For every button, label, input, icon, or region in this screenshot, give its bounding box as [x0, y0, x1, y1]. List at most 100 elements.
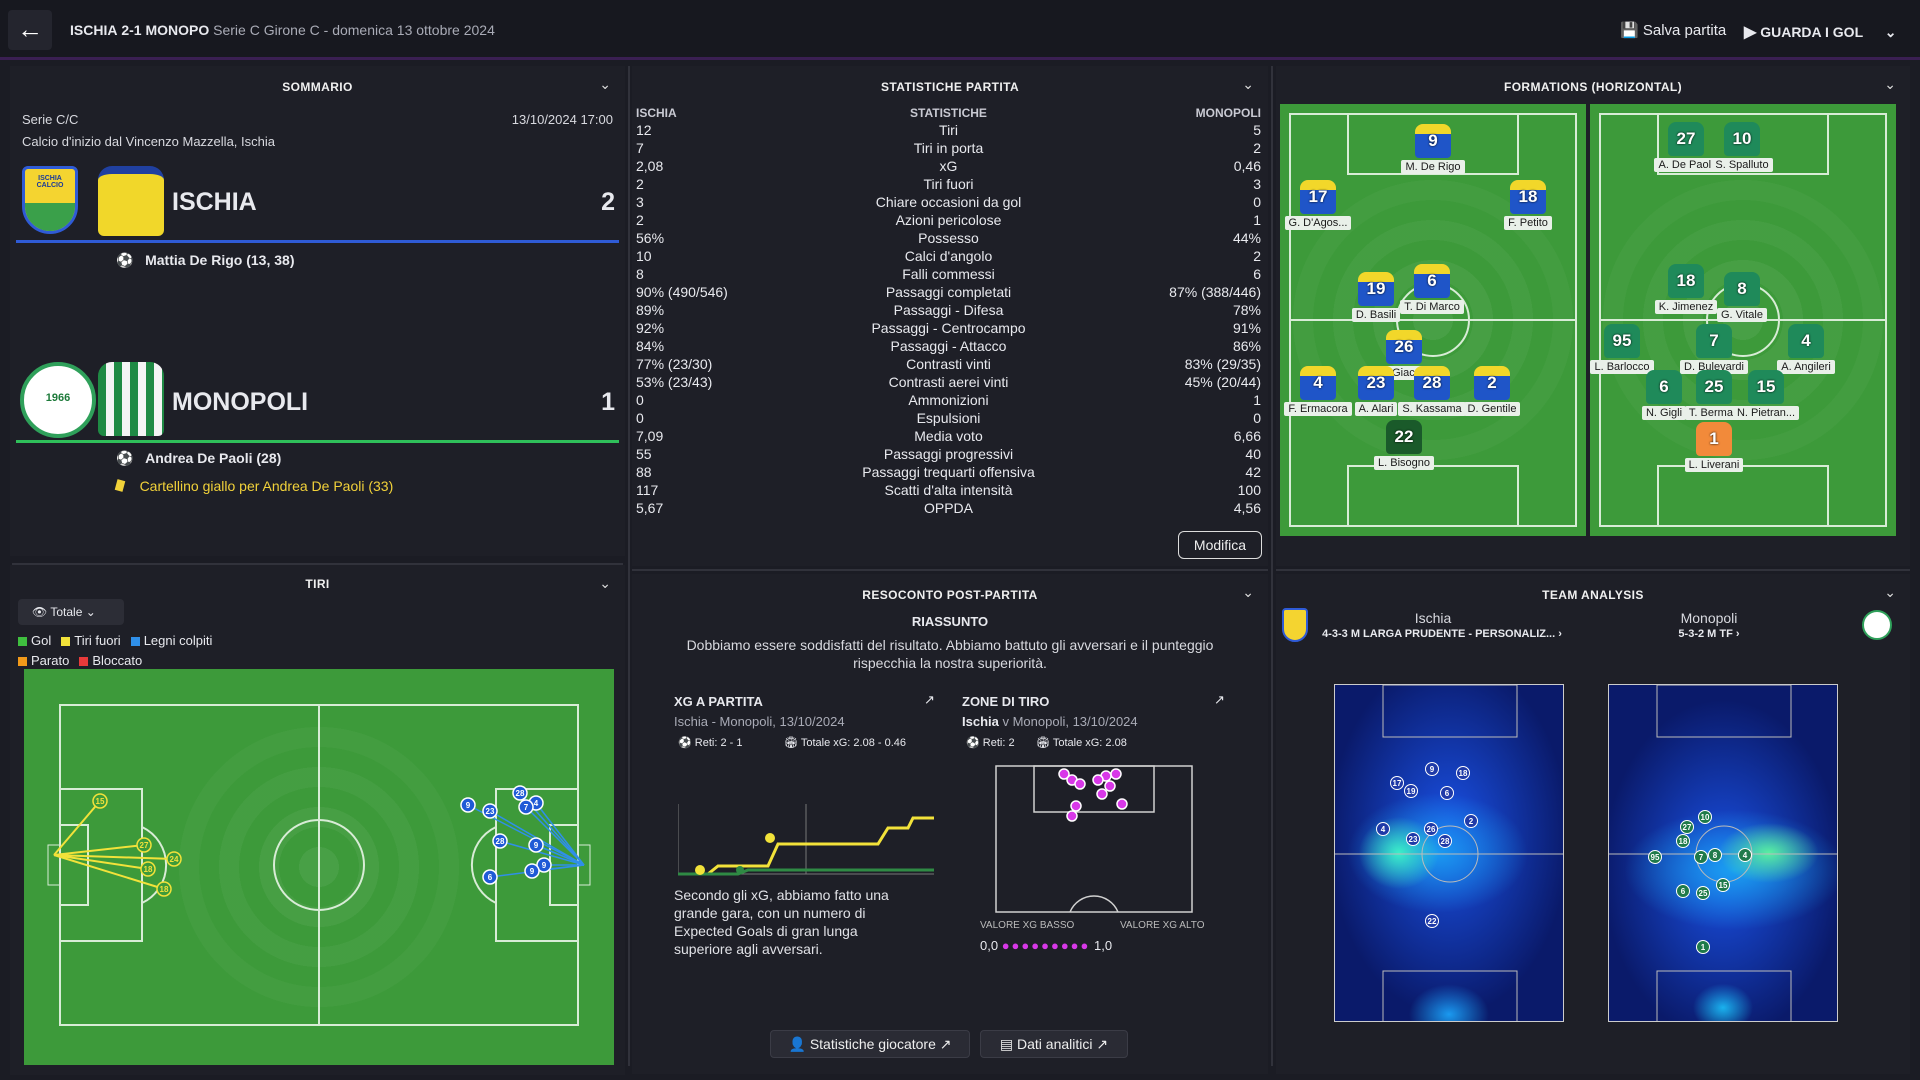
- goal-ball-icon: ⚽: [116, 450, 134, 466]
- player-stats-label: Statistiche giocatore: [809, 1036, 936, 1052]
- shirt-number: 10: [1732, 129, 1752, 148]
- shot-marker[interactable]: [92, 793, 108, 809]
- stat-home-value: 2: [636, 176, 644, 192]
- xg-chart-title: XG A PARTITA: [674, 694, 763, 709]
- away-scorer: Andrea De Paoli (28): [145, 450, 282, 466]
- shot-marker[interactable]: [482, 869, 498, 885]
- stat-label: xG: [939, 158, 958, 174]
- xg-goals: ⚽ Reti: 2 - 1: [678, 736, 742, 749]
- formation-player[interactable]: 18 K. Jimenez: [1631, 264, 1741, 314]
- formation-player[interactable]: 6 T. Di Marco: [1377, 264, 1487, 314]
- formation-player[interactable]: 15 N. Pietran...: [1711, 370, 1821, 420]
- shirt-number: 6: [1659, 377, 1669, 396]
- formation-player[interactable]: 4 A. Angileri: [1751, 324, 1861, 374]
- expand-icon[interactable]: ↗: [1214, 692, 1225, 707]
- back-arrow-icon[interactable]: ←: [8, 10, 52, 50]
- stat-away-value: 1: [1253, 392, 1261, 408]
- expand-icon[interactable]: ↗: [924, 692, 935, 707]
- analytics-button[interactable]: ▤ Dati analitici ↗: [980, 1030, 1128, 1058]
- chevron-down-icon[interactable]: ⌄: [1884, 24, 1897, 40]
- shot-marker[interactable]: [140, 861, 156, 877]
- formation-player[interactable]: 9 M. De Rigo: [1378, 124, 1488, 174]
- chevron-down-icon[interactable]: ⌄: [1242, 76, 1254, 92]
- formation-player[interactable]: 8 G. Vitale: [1687, 272, 1797, 322]
- stat-row: 90% (490/546) Passaggi completati 87% (388…: [636, 284, 1261, 302]
- formation-player[interactable]: 4 F. Ermacora: [1263, 366, 1373, 416]
- formation-player[interactable]: 95 L. Barlocco: [1567, 324, 1677, 374]
- shirt-number: 19: [1366, 279, 1386, 298]
- formation-player[interactable]: 19 D. Basili: [1321, 272, 1431, 322]
- shot-marker[interactable]: [156, 881, 172, 897]
- save-match-button[interactable]: 💾 Salva partita: [1620, 21, 1726, 39]
- player-name: T. Berman: [1684, 406, 1744, 420]
- stat-home-value: 0: [636, 410, 644, 426]
- save-icon: 💾: [1620, 22, 1639, 39]
- formation-player[interactable]: 7 D. Bulevardi: [1659, 324, 1769, 374]
- formation-player[interactable]: 22 L. Bisogno: [1349, 420, 1459, 470]
- xg-description: Secondo gli xG, abbiamo fatto una grande…: [674, 887, 889, 957]
- home-formation-link[interactable]: 4-3-3 M LARGA PRUDENTE - PERSONALIZ... ›: [1322, 628, 1562, 640]
- shot-marker[interactable]: [482, 803, 498, 819]
- player-name: A. Angileri: [1777, 360, 1835, 374]
- shot-marker[interactable]: [166, 851, 182, 867]
- player-name: D. Bulevardi: [1680, 360, 1748, 374]
- chevron-down-icon[interactable]: ⌄: [1884, 76, 1896, 92]
- formation-player[interactable]: 25 T. Berman: [1659, 370, 1769, 420]
- chevron-down-icon[interactable]: ⌄: [1242, 584, 1254, 600]
- shirt-number: 9: [1428, 131, 1438, 150]
- xg-total: 🏟 Totale xG: 2.08 - 0.46: [784, 736, 934, 750]
- stat-row: 56% Possesso 44%: [636, 230, 1261, 248]
- watch-goals-button[interactable]: ▶ GUARDA I GOL ⌄: [1744, 22, 1897, 42]
- shot-marker[interactable]: [492, 833, 508, 849]
- player-name: S. Kassama: [1398, 402, 1466, 416]
- formation-player[interactable]: 28 S. Kassama: [1377, 366, 1487, 416]
- shot-marker[interactable]: [136, 837, 152, 853]
- shot-marker[interactable]: [460, 797, 476, 813]
- stat-row: 3 Chiare occasioni da gol 0: [636, 194, 1261, 212]
- formation-player[interactable]: 10 S. Spalluto: [1687, 122, 1797, 172]
- match-stats-panel: STATISTICHE PARTITA ⌄ ISCHIA STATISTICHE…: [632, 66, 1268, 566]
- chevron-down-icon[interactable]: ⌄: [599, 76, 611, 92]
- shirt-icon: 15: [1748, 370, 1784, 404]
- shot-marker-label: 18: [160, 885, 169, 894]
- away-formation-link[interactable]: 5-3-2 M TF ›: [1678, 628, 1740, 640]
- stats-header-home: ISCHIA: [636, 106, 677, 120]
- shirt-number: 95: [1612, 331, 1632, 350]
- chevron-down-icon[interactable]: ⌄: [599, 575, 611, 591]
- formation-player[interactable]: 23 A. Alari: [1321, 366, 1431, 416]
- kickoff-datetime: 13/10/2024 17:00: [511, 112, 613, 127]
- stat-row: 7 Tiri in porta 2: [636, 140, 1261, 158]
- shirt-icon: 25: [1696, 370, 1732, 404]
- stat-row: 2 Azioni pericolose 1: [636, 212, 1261, 230]
- away-heatmap: 10 27 18 95 7 8 4 6 25 15 1: [1608, 684, 1838, 1022]
- average-position-dot: 6: [1676, 884, 1690, 898]
- shot-marker[interactable]: [536, 857, 552, 873]
- shot-marker[interactable]: [528, 837, 544, 853]
- shot-marker-label: 18: [144, 865, 153, 874]
- shot-marker[interactable]: [512, 785, 528, 801]
- home-formation-pitch: 9 M. De Rigo 17 G. D'Agos... 18 F. Petito 19 D.…: [1280, 104, 1586, 536]
- edit-button[interactable]: Modifica: [1178, 531, 1262, 559]
- stat-away-value: 2: [1253, 248, 1261, 264]
- stat-row: 0 Ammonizioni 1: [636, 392, 1261, 410]
- player-stats-button[interactable]: 👤 Statistiche giocatore ↗: [770, 1030, 970, 1058]
- formation-player[interactable]: 1 L. Liverani: [1659, 422, 1769, 472]
- shot-marker[interactable]: [518, 799, 534, 815]
- stat-label: Azioni pericolose: [895, 212, 1002, 228]
- home-crest-text: ISCHIA CALCIO: [36, 175, 64, 189]
- stat-away-value: 45% (20/44): [1184, 374, 1261, 390]
- formation-player[interactable]: 17 G. D'Agos...: [1263, 180, 1373, 230]
- formation-player[interactable]: 18 F. Petito: [1473, 180, 1583, 230]
- xg-high-label: VALORE XG ALTO: [1120, 920, 1205, 931]
- away-crest-text: 1966: [45, 392, 71, 404]
- shirt-icon: 4: [1788, 324, 1824, 358]
- shot-trajectory: [53, 854, 165, 890]
- shot-marker[interactable]: [524, 863, 540, 879]
- chevron-down-icon[interactable]: ⌄: [1884, 584, 1896, 600]
- shot-trajectory: [53, 800, 101, 856]
- formation-player[interactable]: 27 A. De Paoli: [1631, 122, 1741, 172]
- filter-value: Totale: [50, 605, 83, 619]
- formation-player[interactable]: 2 D. Gentile: [1437, 366, 1547, 416]
- shots-filter-dropdown[interactable]: 👁 Totale ⌄: [18, 599, 124, 625]
- formation-player[interactable]: 6 N. Gigli: [1609, 370, 1719, 420]
